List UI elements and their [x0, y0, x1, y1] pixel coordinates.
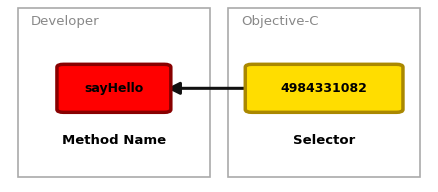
- FancyBboxPatch shape: [228, 8, 420, 177]
- FancyBboxPatch shape: [245, 64, 403, 112]
- FancyBboxPatch shape: [57, 64, 171, 112]
- Text: sayHello: sayHello: [84, 82, 144, 95]
- Text: Selector: Selector: [293, 134, 355, 147]
- Text: Developer: Developer: [31, 15, 99, 28]
- Text: 4984331082: 4984331082: [281, 82, 367, 95]
- Text: Method Name: Method Name: [62, 134, 166, 147]
- FancyBboxPatch shape: [18, 8, 210, 177]
- Text: Objective-C: Objective-C: [241, 15, 318, 28]
